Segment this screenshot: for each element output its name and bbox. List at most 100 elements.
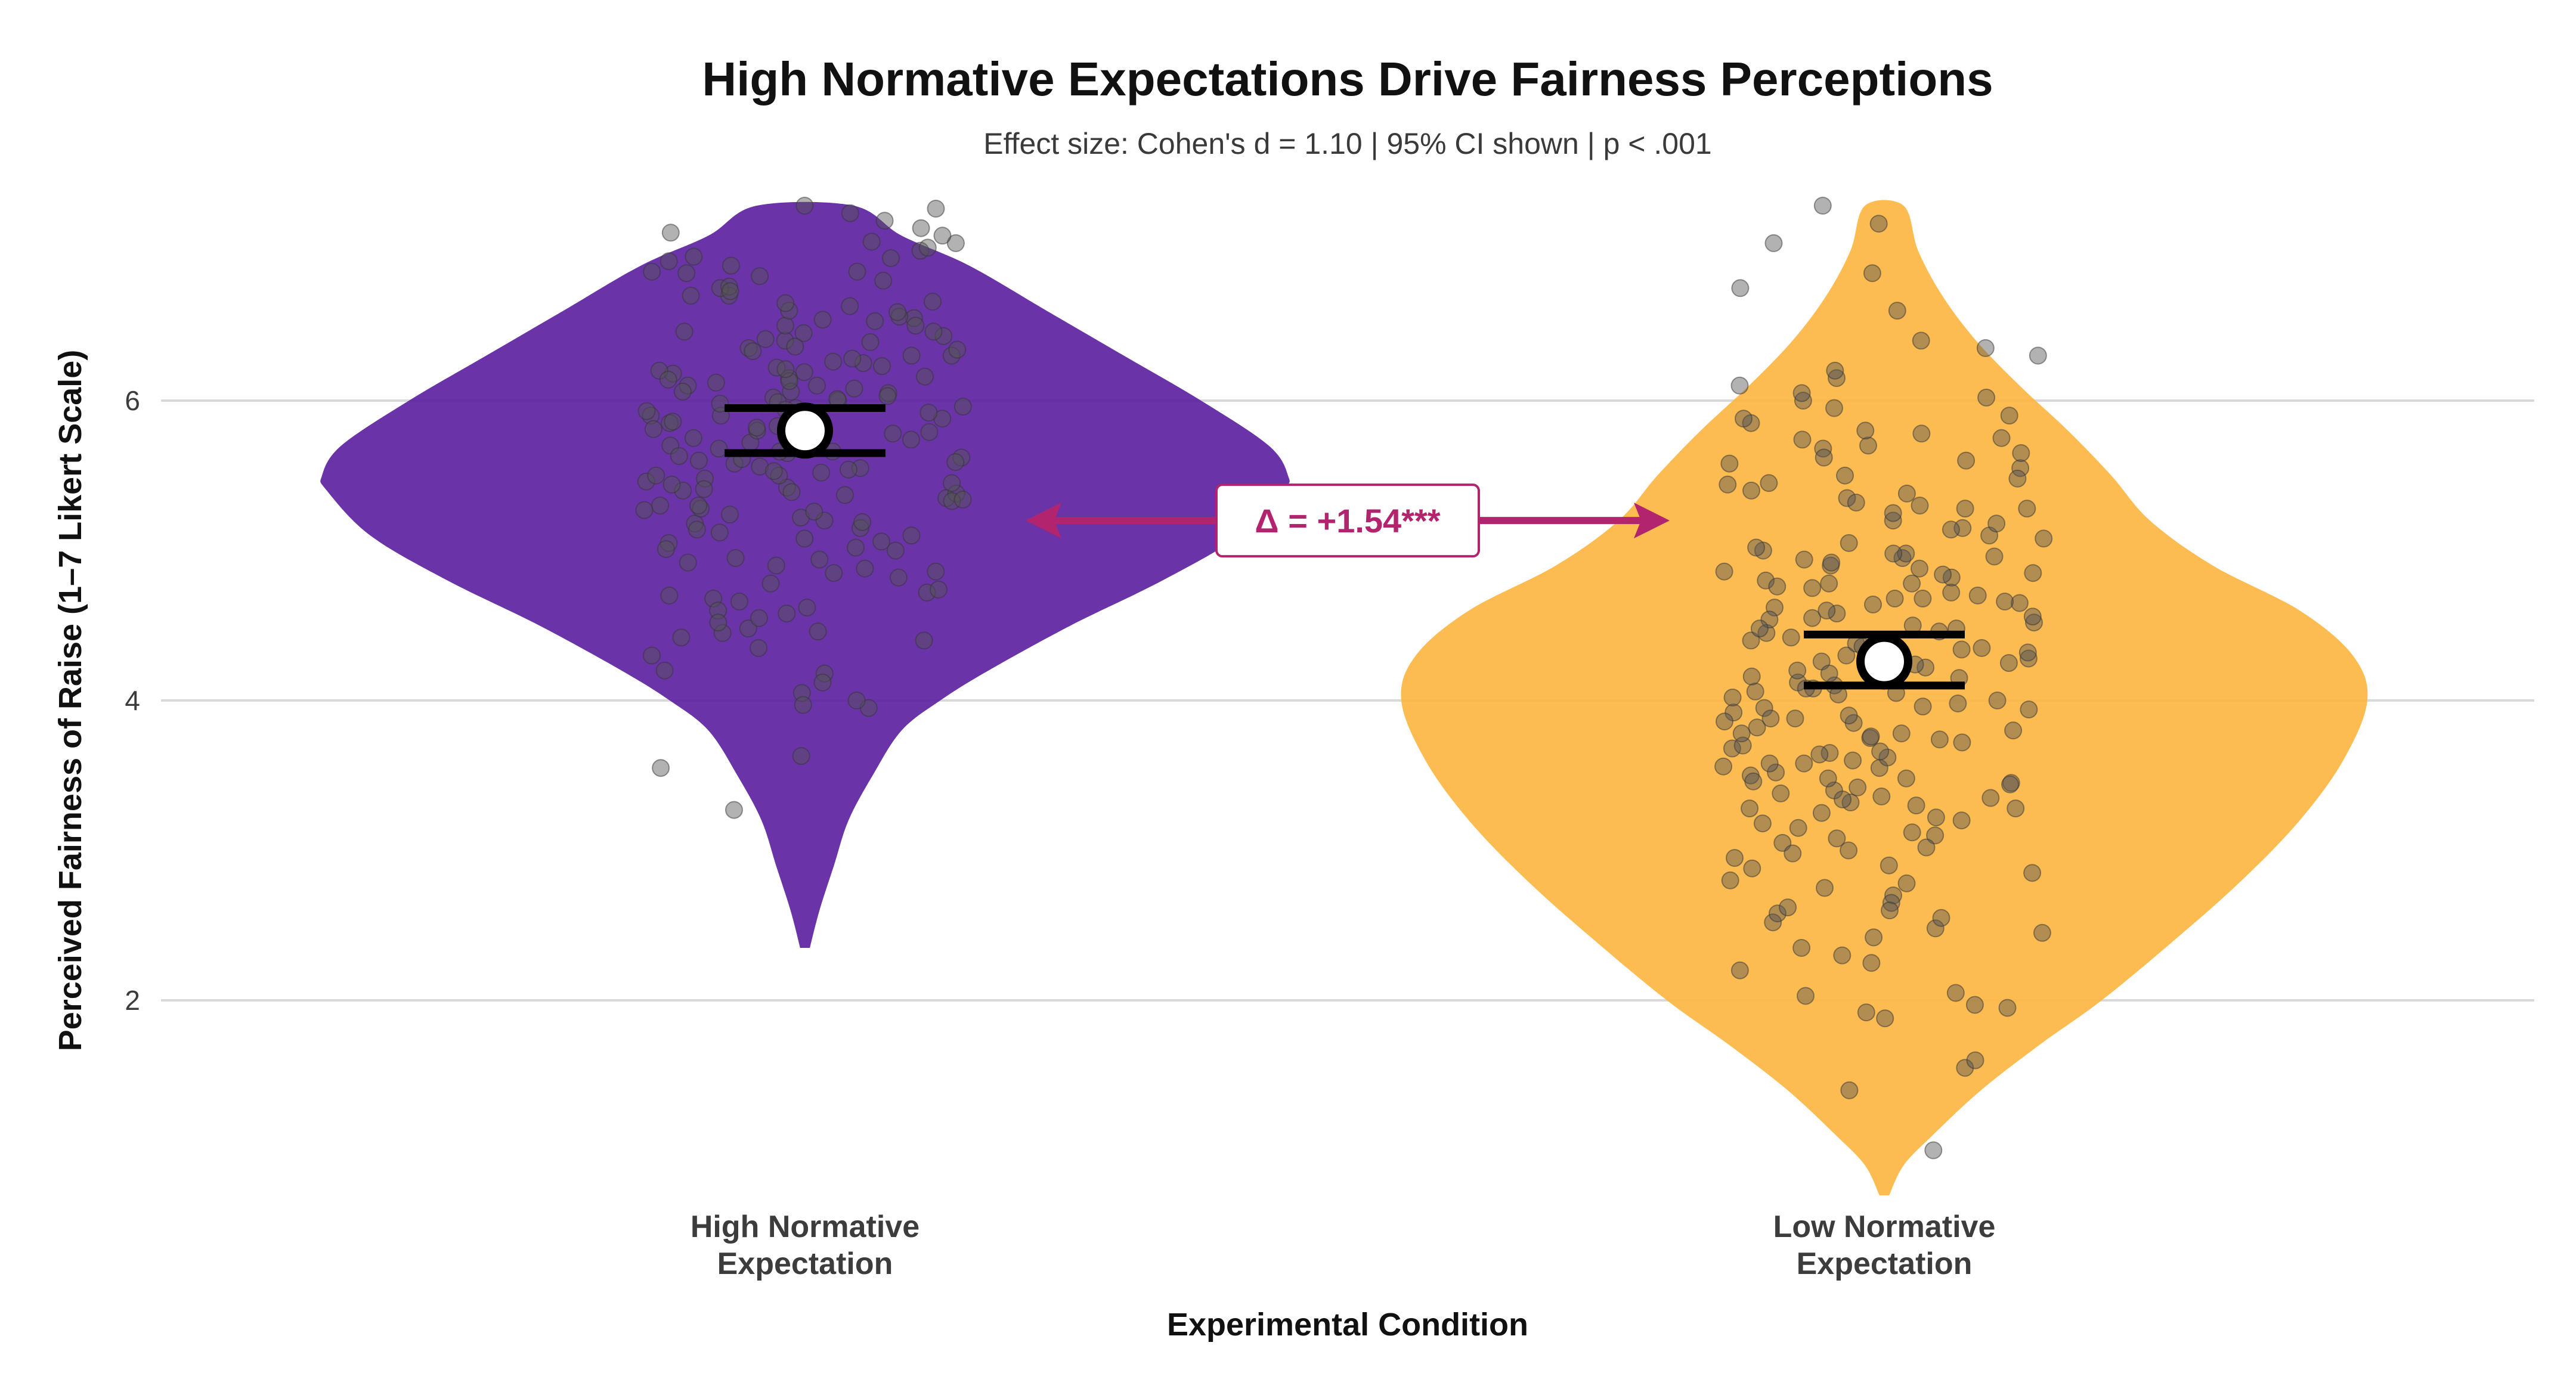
data-point bbox=[1924, 1141, 1943, 1160]
data-point bbox=[652, 759, 670, 777]
data-point bbox=[933, 227, 952, 245]
data-point bbox=[1942, 520, 1960, 539]
data-point bbox=[1985, 547, 2004, 566]
data-point bbox=[751, 267, 769, 286]
data-point bbox=[664, 413, 682, 431]
data-point bbox=[1992, 429, 2011, 447]
data-point bbox=[874, 271, 893, 290]
data-point bbox=[809, 622, 827, 641]
data-point bbox=[776, 360, 795, 379]
data-point bbox=[1789, 819, 1807, 837]
data-point bbox=[764, 462, 783, 480]
data-point bbox=[1862, 954, 1881, 972]
data-point bbox=[1897, 484, 1916, 503]
data-point bbox=[673, 382, 692, 401]
data-point bbox=[1912, 424, 1931, 443]
data-point bbox=[1818, 602, 1836, 620]
annotation-layer: Δ = +1.54*** bbox=[1026, 483, 1670, 558]
data-point bbox=[695, 480, 713, 498]
data-point bbox=[739, 619, 757, 638]
data-point bbox=[786, 337, 804, 356]
data-point bbox=[1742, 667, 1761, 686]
data-point bbox=[721, 506, 739, 524]
data-point bbox=[635, 501, 654, 519]
data-point bbox=[889, 568, 908, 587]
data-point bbox=[1760, 754, 1779, 773]
data-point bbox=[841, 297, 859, 315]
y-tick-label: 6 bbox=[125, 385, 140, 416]
data-point bbox=[1820, 664, 1838, 683]
data-point bbox=[1884, 512, 1902, 530]
data-point bbox=[1755, 699, 1773, 717]
data-point bbox=[1932, 909, 1950, 927]
data-point bbox=[682, 286, 700, 305]
data-point bbox=[1844, 751, 1862, 770]
data-point bbox=[905, 309, 923, 327]
data-point bbox=[651, 497, 669, 514]
data-point bbox=[902, 526, 921, 545]
data-point bbox=[713, 624, 732, 642]
data-point bbox=[657, 540, 675, 558]
data-point bbox=[751, 457, 769, 476]
data-point bbox=[2018, 643, 2037, 662]
data-point bbox=[843, 349, 862, 368]
data-point bbox=[1988, 692, 2007, 709]
chart-subtitle: Effect size: Cohen's d = 1.10 | 95% CI s… bbox=[983, 127, 1711, 160]
data-point bbox=[924, 323, 943, 341]
violin-low bbox=[1401, 200, 2368, 1195]
data-point bbox=[934, 327, 953, 345]
data-point bbox=[810, 550, 829, 569]
data-point bbox=[1914, 590, 1932, 607]
data-point bbox=[1926, 826, 1945, 845]
data-point bbox=[1768, 577, 1787, 596]
y-axis-title: Perceived Fairness of Raise (1–7 Likert … bbox=[52, 350, 88, 1052]
data-point bbox=[795, 363, 813, 382]
data-point bbox=[812, 463, 831, 482]
data-point bbox=[1714, 757, 1733, 776]
data-point bbox=[2018, 500, 2036, 518]
data-point bbox=[1876, 1009, 1894, 1028]
data-point bbox=[1888, 302, 1906, 320]
data-point bbox=[1880, 856, 1898, 875]
data-point bbox=[1847, 494, 1865, 512]
data-point bbox=[853, 513, 872, 531]
data-point bbox=[1926, 919, 1945, 938]
data-point bbox=[689, 497, 708, 514]
data-point bbox=[920, 423, 939, 441]
data-point bbox=[1857, 1003, 1875, 1022]
data-point bbox=[647, 466, 665, 485]
data-point bbox=[1987, 514, 2006, 533]
data-point bbox=[655, 661, 674, 680]
data-point bbox=[662, 475, 681, 494]
data-point bbox=[1838, 489, 1856, 507]
points-layer bbox=[635, 197, 2053, 1160]
data-point bbox=[847, 538, 865, 557]
data-point bbox=[2035, 529, 2053, 548]
data-point bbox=[927, 200, 945, 218]
annotation-box bbox=[1215, 483, 1480, 558]
data-point bbox=[1724, 703, 1743, 722]
data-point bbox=[1772, 784, 1790, 802]
data-point bbox=[1863, 264, 1881, 283]
data-point bbox=[1793, 430, 1812, 449]
data-point bbox=[1878, 748, 1897, 767]
data-point bbox=[710, 523, 729, 542]
data-point bbox=[1826, 361, 1844, 380]
data-point bbox=[1840, 706, 1858, 725]
data-point bbox=[725, 801, 743, 819]
data-point bbox=[1871, 742, 1890, 761]
data-point bbox=[643, 646, 661, 665]
data-point bbox=[1833, 946, 1852, 965]
data-point bbox=[1849, 778, 1867, 796]
data-point bbox=[878, 387, 897, 405]
data-point bbox=[1966, 1051, 1984, 1070]
data-point bbox=[1897, 544, 1915, 563]
data-point bbox=[1912, 331, 1930, 350]
data-point bbox=[918, 583, 936, 602]
data-point bbox=[1779, 898, 1797, 917]
data-point bbox=[854, 354, 872, 373]
data-point bbox=[1760, 474, 1778, 492]
data-point bbox=[1999, 654, 2018, 672]
data-point bbox=[2029, 346, 2047, 365]
data-point bbox=[795, 529, 814, 548]
